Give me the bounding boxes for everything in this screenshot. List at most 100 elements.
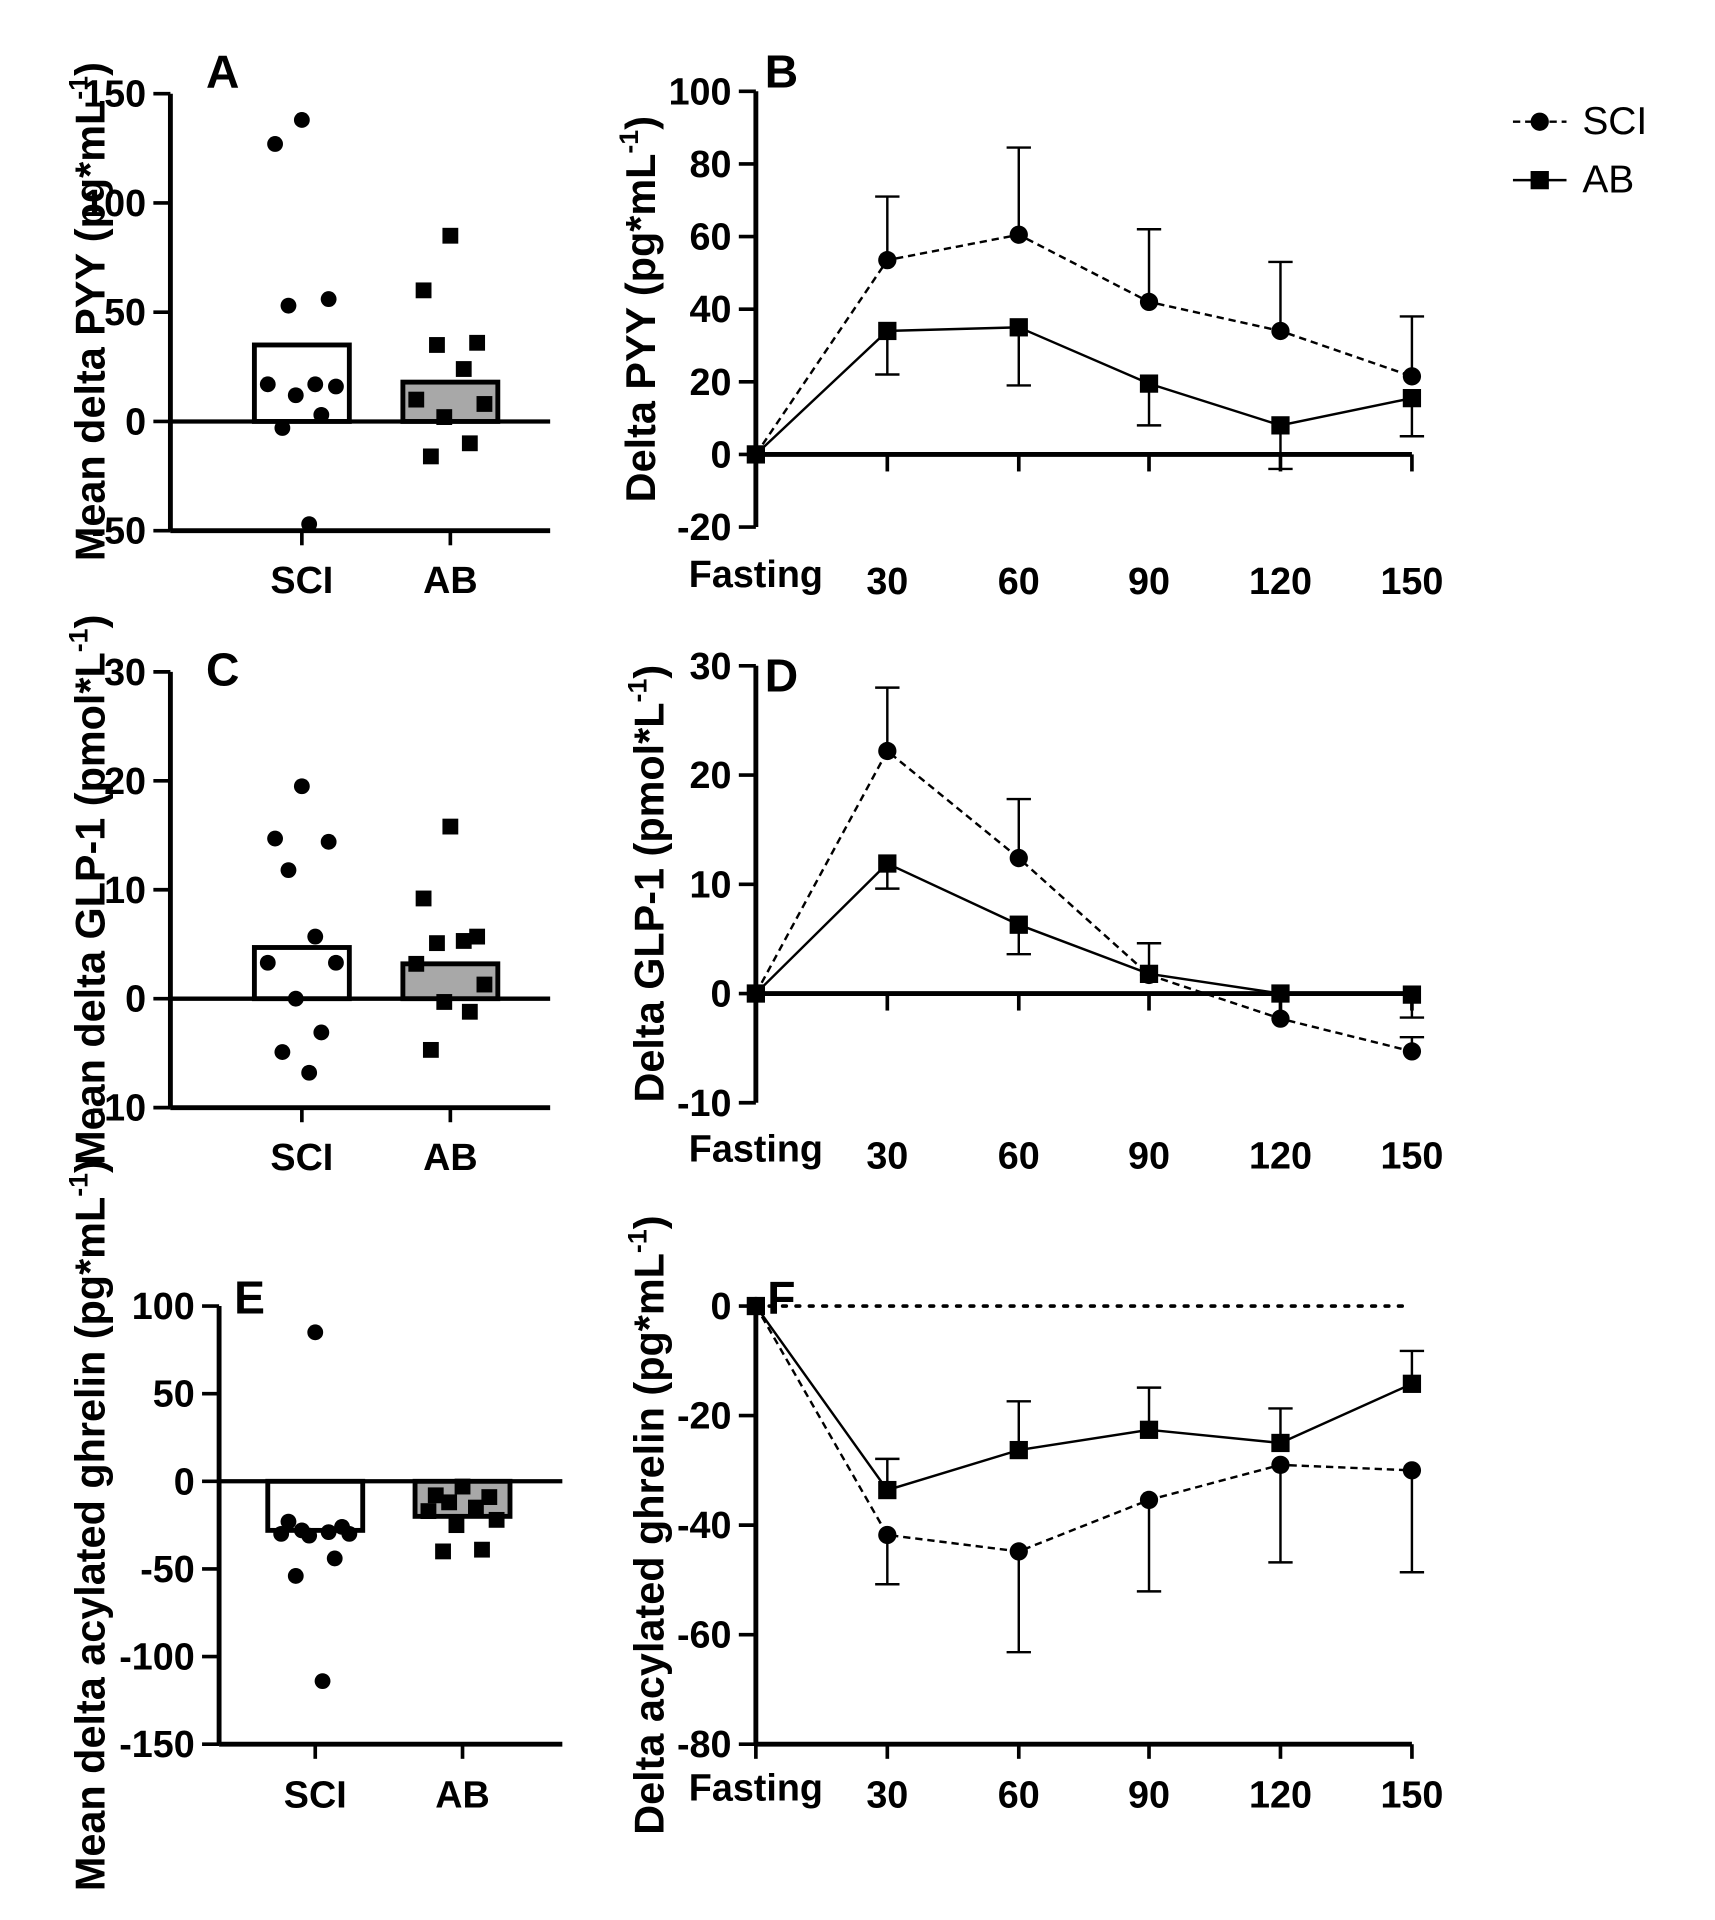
data-point-ab [878,321,897,341]
data-point-sci [1139,1490,1159,1510]
data-point-ab [442,818,459,835]
series-sci [746,686,1425,1061]
data-point-sci [1271,1455,1290,1474]
data-point-sci [320,833,337,850]
y-axis-title: Delta acylated ghrelin (pg*mL-1) [622,1215,672,1834]
y-axis-title-superscript: -1 [64,76,94,100]
y-tick-label: -50 [140,1548,195,1590]
data-point-ab [481,1489,498,1505]
data-point-ab [469,928,486,945]
x-tick-label: 90 [1128,1135,1170,1177]
data-point-sci [293,778,310,795]
x-tick-label: 30 [866,1135,908,1177]
x-tick-label: Fasting [689,1766,823,1808]
data-point-ab [878,854,897,873]
y-tick-label: -60 [677,1614,732,1656]
y-tick-label: 10 [690,863,732,905]
data-point-sci [1402,1042,1422,1061]
y-tick-label: 10 [104,869,146,911]
data-point-ab [1402,985,1422,1004]
y-tick-label: 40 [690,288,732,330]
data-point-sci [1271,1009,1290,1028]
series-line [755,326,1413,456]
data-point-sci [878,741,897,761]
data-point-ab [455,361,472,377]
y-axis-title-main: Mean delta acylated ghrelin (pg*mL [68,1197,114,1891]
panel-letter: B [765,46,798,98]
data-point-ab [408,391,425,408]
y-axis-title-close: ) [68,62,114,76]
data-point-sci [293,112,310,128]
y-axis-title: Mean delta GLP-1 (pmol*L-1) [64,615,114,1165]
data-point-sci [274,1044,291,1060]
data-point-ab [427,1487,444,1504]
panel-letter: D [765,649,798,701]
data-point-ab [415,890,432,907]
data-point-sci [1402,1461,1422,1480]
y-tick-label: 30 [104,651,146,693]
y-tick-label: 0 [125,978,146,1020]
y-tick-label: -20 [677,506,732,548]
y-tick-label: 150 [83,73,146,115]
x-tick-label: Fasting [689,1127,823,1169]
data-point-ab [1009,915,1028,934]
data-point-sci [878,1525,897,1545]
y-tick-label: -80 [677,1723,732,1765]
data-point-sci [301,1064,318,1081]
series-line [755,862,1412,996]
data-point-sci [259,376,276,393]
legend-marker [1530,112,1549,131]
data-point-sci [280,297,297,314]
data-point-ab [1271,416,1290,435]
x-tick-label: AB [423,1136,477,1178]
data-point-ab [468,1499,484,1516]
x-tick-label: SCI [284,1774,347,1816]
y-tick-label: 0 [174,1460,195,1502]
y-tick-label: -100 [119,1636,195,1678]
x-tick-label: 60 [998,1774,1040,1816]
data-point-ab [429,337,445,353]
data-point-ab [1402,1374,1422,1393]
x-tick-label: 120 [1249,560,1312,602]
x-tick-label: 30 [866,560,908,602]
data-point-sci [273,1525,290,1542]
data-point-ab [429,935,445,952]
data-point-sci [326,1550,343,1567]
data-point-ab [1139,964,1159,983]
y-axis-title-close: ) [626,665,672,679]
y-tick-label: 20 [690,754,732,796]
data-point-sci [287,1568,304,1584]
x-tick-label: 150 [1380,1774,1443,1816]
data-point-sci [301,1527,318,1544]
panel-b: B Delta PYY (pg*mL-1) -20 0 20 40 60 80 100 Fasti… [614,46,1444,603]
data-point-sci [259,954,276,971]
data-point-ab [435,1543,451,1560]
y-axis-title-superscript: -1 [64,628,94,652]
series-ab [746,854,1425,1019]
y-axis-title-main: Delta PYY (pg*mL [618,154,664,503]
y-axis-title: Mean delta PYY (pg*mL-1) [64,62,114,561]
data-point-sci [1139,292,1159,312]
y-axis-title-close: ) [68,615,114,629]
y-axis-title-main: Mean delta GLP-1 (pmol*L [68,652,114,1165]
y-axis-title: Delta PYY (pg*mL-1) [614,116,664,502]
data-point-sci [341,1525,358,1542]
data-point-ab [474,1541,490,1558]
data-point-sci [320,291,337,308]
data-point-ab [420,1503,437,1520]
data-point-ab [461,435,478,452]
y-tick-label: 60 [690,216,732,258]
legend: SCI AB [1512,100,1647,202]
y-tick-label: -40 [677,1504,732,1546]
x-tick-label: 60 [998,1135,1040,1177]
y-tick-label: 100 [83,182,146,224]
data-point-ab [1271,1433,1290,1453]
data-point-sci [301,516,318,533]
legend-item-sci: SCI [1512,100,1647,143]
data-point-ab [1402,388,1422,408]
